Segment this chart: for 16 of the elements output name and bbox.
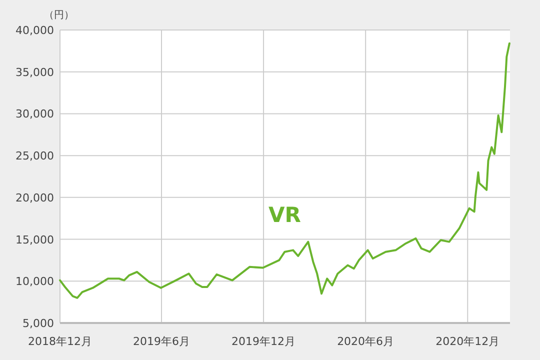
x-tick-label: 2018年12月: [28, 335, 92, 348]
y-tick-label: 5,000: [22, 317, 54, 330]
x-tick-label: 2020年12月: [436, 335, 500, 348]
line-series: [59, 42, 510, 299]
x-tick-label: 2020年6月: [337, 335, 394, 348]
y-axis-title: （円）: [44, 10, 74, 21]
y-tick-label: 40,000: [16, 24, 54, 37]
series-label: VR: [268, 202, 301, 227]
y-tick-label: 30,000: [16, 108, 54, 121]
x-tick-label: 2019年6月: [132, 335, 190, 348]
x-tick-label: 2019年12月: [232, 335, 296, 348]
y-tick-label: 35,000: [16, 66, 54, 79]
y-tick-label: 20,000: [16, 191, 54, 204]
y-tick-label: 25,000: [16, 150, 54, 163]
y-tick-label: 10,000: [16, 275, 54, 288]
y-tick-label: 15,000: [16, 233, 54, 246]
